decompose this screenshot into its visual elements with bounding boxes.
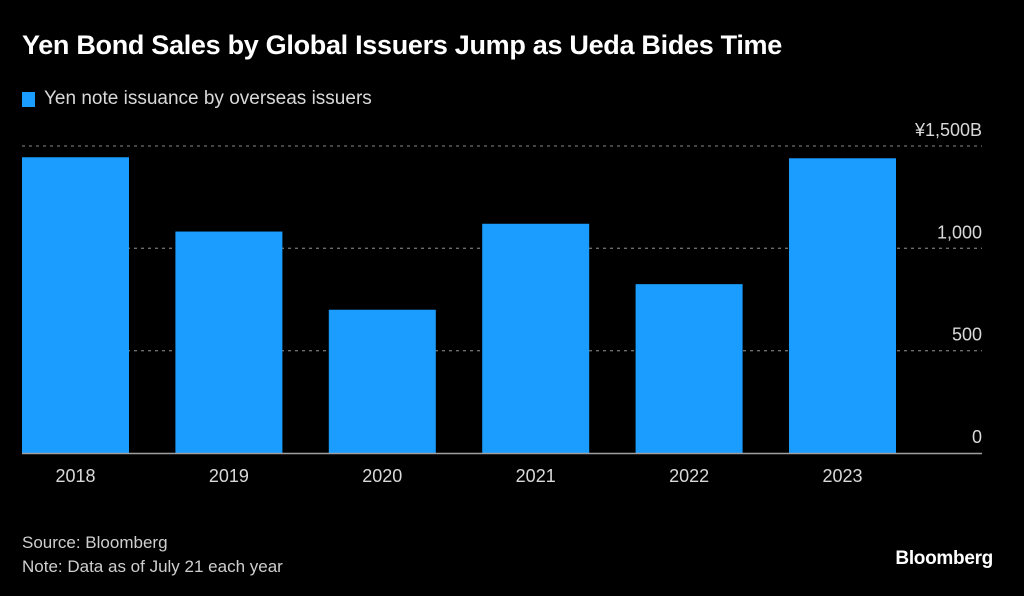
bloomberg-logo: Bloomberg [895,548,993,569]
y-tick-label: 0 [972,427,982,447]
bar-2022 [635,284,743,453]
x-tick-label: 2022 [669,466,709,486]
bar-2023 [789,158,896,453]
bar-2019 [175,231,283,453]
legend: Yen note issuance by overseas issuers [22,88,372,110]
x-tick-label: 2023 [822,466,862,486]
legend-label: Yen note issuance by overseas issuers [44,88,372,109]
bar-2020 [328,309,436,453]
x-tick-label: 2020 [362,466,402,486]
bar-2021 [482,223,590,453]
y-tick-label: ¥1,500B [914,120,982,140]
source-note: Source: Bloomberg [22,533,168,552]
legend-swatch [22,91,35,107]
bar-2018 [22,157,129,454]
bars [22,157,896,454]
data-note: Note: Data as of July 21 each year [22,557,283,576]
y-tick-label: 500 [952,325,982,345]
x-tick-label: 2021 [516,466,556,486]
y-tick-label: 1,000 [937,222,982,242]
axes: 0 500 1,000 ¥1,500B 2018 2019 2020 2021 2022 2023 [22,120,982,486]
x-tick-label: 2019 [209,466,249,486]
footer: Source: Bloomberg Note: Data as of July … [22,531,283,579]
x-tick-label: 2018 [55,466,95,486]
chart-title: Yen Bond Sales by Global Issuers Jump as… [22,30,782,60]
